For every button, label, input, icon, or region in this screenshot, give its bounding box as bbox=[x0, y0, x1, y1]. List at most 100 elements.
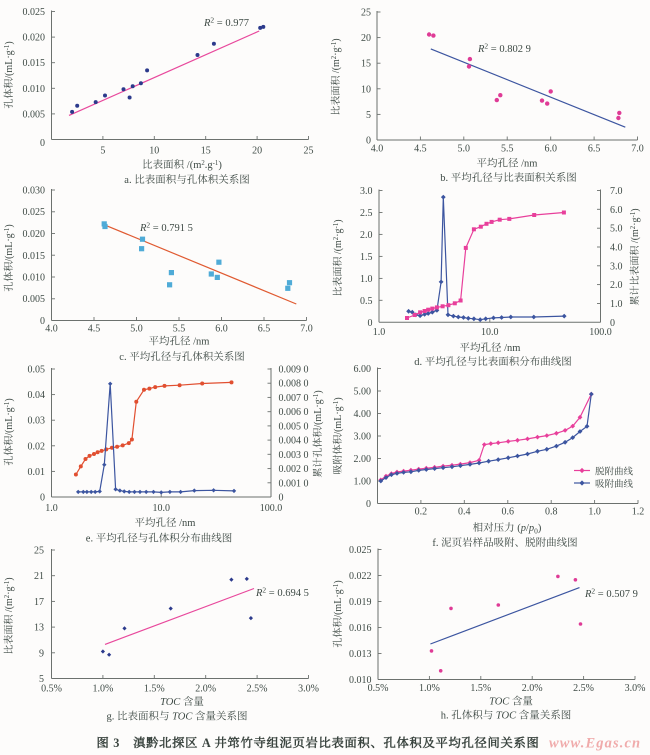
svg-text:0.5%: 0.5% bbox=[368, 683, 389, 694]
svg-text:0.025: 0.025 bbox=[23, 207, 46, 218]
svg-text:25: 25 bbox=[361, 8, 371, 19]
svg-text:2.5: 2.5 bbox=[360, 208, 373, 219]
svg-text:0.025: 0.025 bbox=[349, 545, 372, 556]
svg-text:0.005: 0.005 bbox=[23, 109, 46, 120]
svg-text:1.0: 1.0 bbox=[588, 507, 601, 518]
svg-text:10: 10 bbox=[361, 84, 371, 95]
svg-text:TOC 含量: TOC 含量 bbox=[489, 696, 533, 708]
svg-text:0.4: 0.4 bbox=[458, 507, 471, 518]
svg-text:2.0%: 2.0% bbox=[522, 683, 543, 694]
svg-text:R2 = 0.977: R2 = 0.977 bbox=[203, 16, 249, 30]
svg-text:0.007 0: 0.007 0 bbox=[279, 393, 309, 404]
svg-text:0.022: 0.022 bbox=[349, 571, 372, 582]
svg-text:0.8: 0.8 bbox=[545, 507, 558, 518]
svg-text:0.01: 0.01 bbox=[28, 467, 46, 478]
svg-text:0.010: 0.010 bbox=[23, 84, 46, 95]
svg-text:3.00: 3.00 bbox=[354, 432, 372, 443]
svg-text:脱附曲线: 脱附曲线 bbox=[595, 467, 634, 478]
svg-text:7.0: 7.0 bbox=[631, 144, 644, 155]
svg-text:吸附曲线: 吸附曲线 bbox=[595, 479, 634, 490]
svg-text:15: 15 bbox=[201, 146, 211, 157]
svg-text:相对压力 (p/p0): 相对压力 (p/p0) bbox=[473, 522, 542, 536]
svg-text:e. 平均孔径与孔体积分布曲线图: e. 平均孔径与孔体积分布曲线图 bbox=[86, 533, 232, 545]
svg-text:4.00: 4.00 bbox=[354, 409, 372, 420]
svg-text:0.5: 0.5 bbox=[360, 296, 373, 307]
svg-text:10.0: 10.0 bbox=[152, 503, 170, 514]
svg-text:5.5: 5.5 bbox=[173, 324, 186, 335]
svg-text:100.0: 100.0 bbox=[260, 503, 283, 514]
svg-text:25: 25 bbox=[304, 146, 314, 157]
svg-text:1.2: 1.2 bbox=[632, 507, 645, 518]
svg-text:6.00: 6.00 bbox=[354, 364, 372, 375]
svg-text:c. 平均孔径与孔体积关系图: c. 平均孔径与孔体积关系图 bbox=[119, 351, 244, 363]
svg-text:0.05: 0.05 bbox=[28, 365, 46, 376]
svg-text:4.5: 4.5 bbox=[88, 324, 101, 335]
svg-text:0.010: 0.010 bbox=[23, 273, 46, 284]
svg-text:5.5: 5.5 bbox=[501, 144, 514, 155]
svg-text:平均孔径 /nm: 平均孔径 /nm bbox=[149, 336, 210, 348]
svg-text:17: 17 bbox=[34, 597, 44, 608]
svg-text:0.006 0: 0.006 0 bbox=[279, 407, 309, 418]
svg-text:3.0: 3.0 bbox=[360, 186, 373, 197]
svg-text:13: 13 bbox=[34, 623, 44, 634]
svg-text:1.5%: 1.5% bbox=[470, 683, 491, 694]
svg-text:R2 = 0.802 9: R2 = 0.802 9 bbox=[477, 42, 531, 56]
svg-text:R2 = 0.507 9: R2 = 0.507 9 bbox=[584, 587, 638, 601]
svg-text:平均孔径 /nm: 平均孔径 /nm bbox=[135, 517, 196, 529]
svg-text:1.0: 1.0 bbox=[373, 327, 386, 338]
svg-text:10: 10 bbox=[149, 146, 159, 157]
svg-text:0.019: 0.019 bbox=[349, 597, 372, 608]
svg-text:0.002 0: 0.002 0 bbox=[279, 464, 309, 475]
svg-text:R2 = 0.694 5: R2 = 0.694 5 bbox=[255, 586, 309, 600]
svg-text:10.0: 10.0 bbox=[481, 327, 499, 338]
svg-text:0.03: 0.03 bbox=[28, 416, 46, 427]
svg-text:2.5%: 2.5% bbox=[247, 684, 268, 695]
svg-text:g. 比表面积与 TOC 含量关系图: g. 比表面积与 TOC 含量关系图 bbox=[107, 711, 248, 723]
svg-text:0.013: 0.013 bbox=[349, 649, 372, 660]
svg-text:比表面积 /(m2·g-1): 比表面积 /(m2·g-1) bbox=[332, 219, 344, 296]
svg-text:21: 21 bbox=[34, 571, 44, 582]
svg-text:f. 泥页岩样品吸附、脱附曲线图: f. 泥页岩样品吸附、脱附曲线图 bbox=[432, 537, 577, 549]
svg-text:孔体积/(mL·g-1): 孔体积/(mL·g-1) bbox=[3, 224, 15, 291]
svg-text:0: 0 bbox=[40, 316, 45, 327]
svg-text:6.0: 6.0 bbox=[610, 205, 623, 216]
svg-text:20: 20 bbox=[252, 146, 262, 157]
svg-text:0: 0 bbox=[366, 136, 371, 147]
svg-text:0: 0 bbox=[40, 493, 45, 504]
svg-text:1.5%: 1.5% bbox=[144, 684, 165, 695]
svg-text:累计比表面积 /(m2·g-1): 累计比表面积 /(m2·g-1) bbox=[629, 208, 641, 305]
svg-text:2.0: 2.0 bbox=[360, 230, 373, 241]
svg-text:0.004 0: 0.004 0 bbox=[279, 436, 309, 447]
svg-text:4.0: 4.0 bbox=[45, 324, 58, 335]
svg-text:0.6: 0.6 bbox=[502, 507, 515, 518]
svg-text:5.0: 5.0 bbox=[130, 324, 143, 335]
svg-text:0.2: 0.2 bbox=[415, 507, 428, 518]
svg-text:0.005: 0.005 bbox=[23, 294, 46, 305]
svg-text:0.005 0: 0.005 0 bbox=[279, 421, 309, 432]
svg-text:比表面积 /(m2.g-1): 比表面积 /(m2.g-1) bbox=[142, 159, 222, 171]
svg-text:5: 5 bbox=[366, 110, 371, 121]
svg-text:15: 15 bbox=[361, 59, 371, 70]
svg-text:0: 0 bbox=[279, 493, 284, 504]
svg-text:h. 孔体积与 TOC 含量关系图: h. 孔体积与 TOC 含量关系图 bbox=[441, 710, 572, 722]
svg-text:0: 0 bbox=[610, 318, 615, 329]
svg-text:0: 0 bbox=[368, 318, 373, 329]
svg-text:0.025: 0.025 bbox=[23, 7, 46, 18]
svg-text:6.5: 6.5 bbox=[258, 324, 271, 335]
svg-text:2.5%: 2.5% bbox=[573, 683, 594, 694]
svg-text:5.00: 5.00 bbox=[354, 387, 372, 398]
svg-text:b. 平均孔径与比表面积关系图: b. 平均孔径与比表面积关系图 bbox=[440, 172, 577, 184]
svg-text:0.015: 0.015 bbox=[23, 58, 46, 69]
svg-text:7.0: 7.0 bbox=[300, 324, 313, 335]
svg-text:0.003 0: 0.003 0 bbox=[279, 450, 309, 461]
svg-text:0.5%: 0.5% bbox=[41, 684, 62, 695]
svg-text:0.030: 0.030 bbox=[23, 186, 46, 197]
svg-text:5.0: 5.0 bbox=[458, 144, 471, 155]
svg-text:0.04: 0.04 bbox=[28, 390, 46, 401]
svg-text:图 3 滇黔北探区 A 井筇竹寺组泥页岩比表面积、孔体积及平: 图 3 滇黔北探区 A 井筇竹寺组泥页岩比表面积、孔体积及平均孔径间关系图 bbox=[97, 736, 540, 750]
svg-text:0.008 0: 0.008 0 bbox=[279, 379, 309, 390]
svg-text:0.020: 0.020 bbox=[23, 229, 46, 240]
svg-text:0.020: 0.020 bbox=[23, 33, 46, 44]
svg-text:累计孔体积/(mL·g-1): 累计孔体积/(mL·g-1) bbox=[312, 390, 324, 477]
svg-text:比表面积 /(m2·g-1): 比表面积 /(m2·g-1) bbox=[3, 577, 15, 654]
